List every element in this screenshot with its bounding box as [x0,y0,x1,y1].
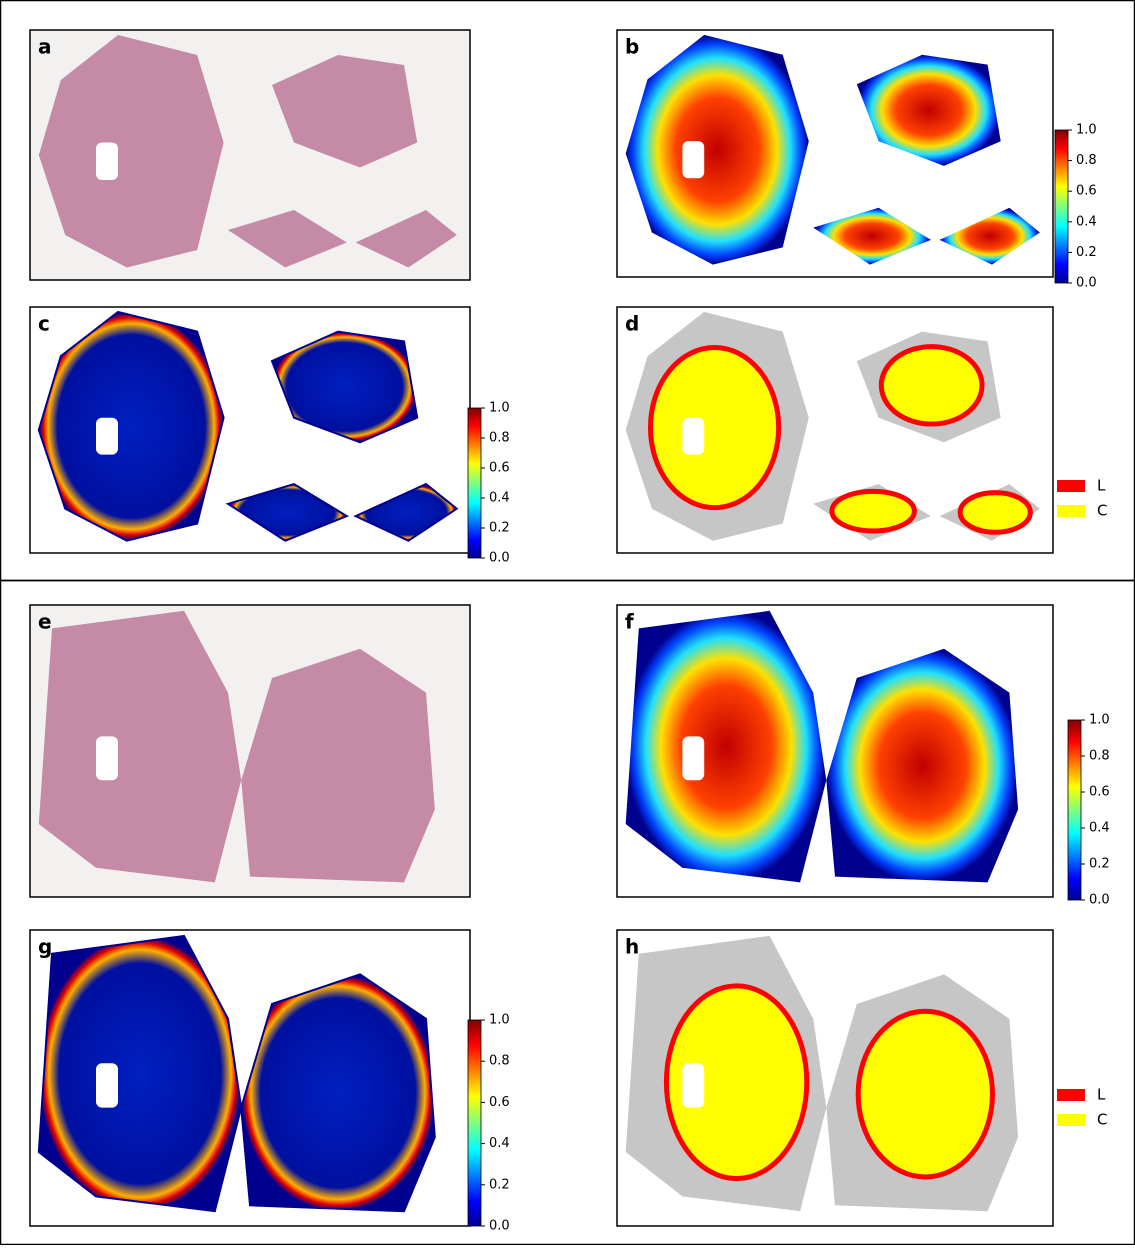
colorbar-tick-label: 0.2 [489,1177,510,1192]
colorbar [1055,130,1068,283]
panel-label: a [38,35,52,59]
panel-label: f [625,610,634,634]
colorbar-tick-label: 0.6 [1089,785,1110,800]
legend-swatch [1057,1089,1085,1101]
tissue-hole [682,418,704,455]
colorbar-tick-label: 0.2 [1089,857,1110,872]
colorbar-tick-label: 0.6 [1076,184,1097,199]
tissue-hole [96,418,118,455]
legend-label: L [1097,477,1106,495]
panel-label: c [38,312,50,336]
colorbar-tick-label: 0.2 [489,521,510,536]
panel: b 0.0 0.2 0.4 0.6 0.8 1.0 [617,30,1097,291]
colorbar-tick-label: 0.0 [1089,893,1110,908]
tissue-hole [682,1063,704,1107]
panel: d LC [617,307,1107,553]
colorbar-tick-label: 0.4 [489,1136,510,1151]
tissue [241,974,435,1211]
panel: e [30,605,470,897]
colorbar [468,408,481,558]
panel: c 0.0 0.2 0.4 0.6 0.8 1.0 [30,307,510,566]
panel-label: b [625,35,639,59]
legend-swatch [1057,505,1085,517]
colorbar-tick-label: 1.0 [489,401,510,416]
colorbar-tick-label: 0.0 [1076,276,1097,291]
colorbar-tick-label: 1.0 [1089,713,1110,728]
tissue-hole [682,141,704,178]
colorbar [468,1020,481,1226]
colorbar-tick-label: 0.8 [489,431,510,446]
legend-swatch [1057,1114,1085,1126]
panel: g 0.0 0.2 0.4 0.6 0.8 1.0 [30,930,510,1234]
colorbar-tick-label: 0.4 [1089,821,1110,836]
colorbar-tick-label: 0.2 [1076,245,1097,260]
figure: a b 0.0 0.2 0.4 0.6 0.8 1.0 c 0.0 0.2 0.4 0.6 0.8 1.0 d… [0,0,1135,1245]
colorbar-tick-label: 1.0 [489,1013,510,1028]
panel: h LC [617,930,1107,1226]
class-region [832,491,914,531]
colorbar-tick-label: 1.0 [1076,123,1097,138]
class-region [650,347,778,507]
panel: f 0.0 0.2 0.4 0.6 0.8 1.0 [617,605,1110,908]
tissue-hole [96,1063,118,1107]
colorbar-tick-label: 0.0 [489,551,510,566]
class-region [881,347,982,424]
colorbar-tick-label: 0.4 [489,491,510,506]
class-region [858,1011,992,1177]
colorbar-tick-label: 0.8 [1076,153,1097,168]
panel-label: g [38,935,52,959]
colorbar-tick-label: 0.8 [489,1054,510,1069]
colorbar-tick-label: 0.6 [489,461,510,476]
colorbar-tick-label: 0.0 [489,1219,510,1234]
legend-label: L [1097,1086,1106,1104]
tissue-hole [96,736,118,780]
legend-label: C [1097,502,1107,520]
class-region [960,493,1030,533]
panel-label: d [625,312,639,336]
colorbar [1068,720,1081,900]
panel-label: e [38,610,52,634]
colorbar-tick-label: 0.8 [1089,749,1110,764]
legend-label: C [1097,1111,1107,1129]
tissue-hole [96,143,118,181]
tissue [826,649,1018,883]
panel: a [30,30,470,280]
legend-swatch [1057,480,1085,492]
colorbar-tick-label: 0.6 [489,1095,510,1110]
panel-label: h [625,935,639,959]
tissue-hole [682,736,704,780]
colorbar-tick-label: 0.4 [1076,214,1097,229]
